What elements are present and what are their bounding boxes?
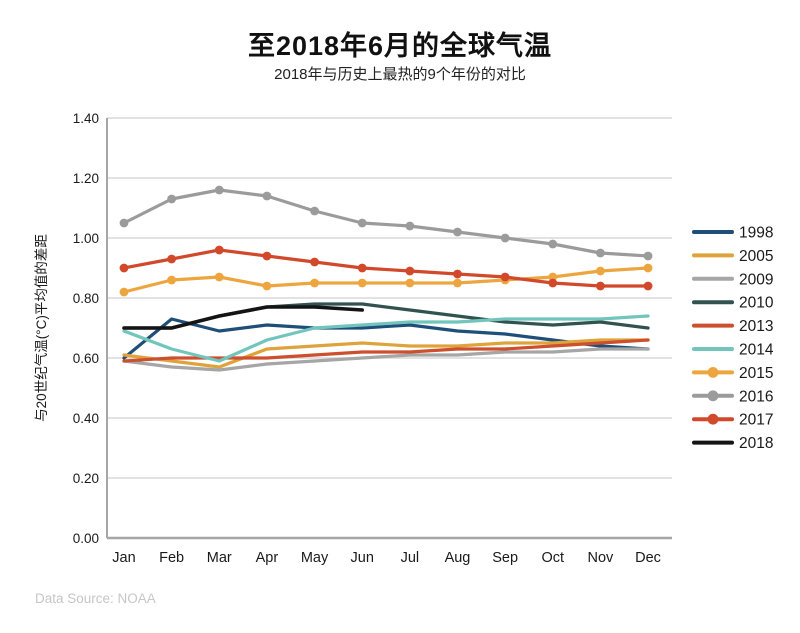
series-marker-2015 xyxy=(262,281,272,291)
series-line-2005 xyxy=(122,338,650,369)
series-marker-2017 xyxy=(405,266,415,276)
series-marker-2016 xyxy=(214,185,224,195)
series-marker-2016 xyxy=(310,206,319,216)
y-tick-label: 1.00 xyxy=(73,231,99,246)
series-line-2016 xyxy=(122,188,650,258)
series-line-2014 xyxy=(122,314,650,363)
series-marker-2015 xyxy=(214,272,224,282)
x-tick-label: Apr xyxy=(256,550,279,566)
series-marker-2016 xyxy=(500,233,510,243)
series-marker-2016 xyxy=(453,227,462,237)
x-tick-label: Feb xyxy=(159,550,184,566)
series-marker-2016 xyxy=(357,218,367,228)
x-tick-label: Jun xyxy=(351,550,374,566)
legend-label-2005: 2005 xyxy=(739,248,773,265)
legend-label-2014: 2014 xyxy=(739,342,774,359)
y-tick-label: 1.20 xyxy=(73,171,99,186)
series-marker-2017 xyxy=(167,254,177,264)
y-axis-title: 与20世纪气温(°C)平均值的差距 xyxy=(34,234,49,422)
series-marker-2017 xyxy=(119,263,129,273)
legend-label-2017: 2017 xyxy=(739,412,773,429)
series-marker-2017 xyxy=(596,281,605,291)
series-marker-2016 xyxy=(596,248,605,258)
x-tick-label: Dec xyxy=(635,550,661,566)
y-tick-label: 0.80 xyxy=(73,291,99,306)
series-marker-2016 xyxy=(167,194,177,204)
legend-label-2016: 2016 xyxy=(739,388,773,405)
x-tick-label: Jan xyxy=(112,550,135,566)
series-marker-2017 xyxy=(310,257,319,267)
series-line-2009 xyxy=(122,347,650,372)
series-marker-2017 xyxy=(357,263,367,273)
series-marker-2015 xyxy=(357,278,367,288)
legend-label-2018: 2018 xyxy=(739,435,773,452)
legend-swatch-marker-2016 xyxy=(707,390,719,402)
series-line-2017 xyxy=(122,248,650,288)
y-tick-label: 0.00 xyxy=(73,531,99,546)
legend-swatch-marker-2015 xyxy=(707,367,719,378)
data-source: Data Source: NOAA xyxy=(35,591,156,606)
x-tick-label: Jul xyxy=(401,550,420,566)
series-marker-2017 xyxy=(500,272,510,282)
series-marker-2015 xyxy=(453,278,462,288)
series-marker-2017 xyxy=(643,281,653,291)
legend-swatch-marker-2017 xyxy=(707,413,719,425)
legend-label-2010: 2010 xyxy=(739,295,774,312)
x-tick-label: Sep xyxy=(492,550,518,566)
series-marker-2017 xyxy=(453,269,462,279)
series-line-2018 xyxy=(122,305,365,330)
series-marker-2017 xyxy=(548,278,558,288)
legend-label-2009: 2009 xyxy=(739,271,773,288)
legend-label-2015: 2015 xyxy=(739,365,773,382)
series-marker-2015 xyxy=(310,278,319,288)
series-marker-2016 xyxy=(643,251,653,261)
x-tick-label: May xyxy=(301,550,329,566)
chart-title: 至2018年6月的全球气温 xyxy=(247,31,553,61)
series-marker-2015 xyxy=(405,278,415,288)
x-tick-label: Nov xyxy=(588,550,615,566)
y-tick-label: 0.40 xyxy=(73,411,99,426)
legend-label-2013: 2013 xyxy=(739,318,773,335)
series-line-2015 xyxy=(122,266,650,294)
series-marker-2015 xyxy=(643,263,653,273)
x-tick-label: Aug xyxy=(445,550,471,566)
series-marker-2016 xyxy=(262,191,272,201)
series-marker-2016 xyxy=(405,221,415,231)
series-marker-2016 xyxy=(548,239,558,249)
series-marker-2015 xyxy=(596,266,605,276)
x-tick-label: Mar xyxy=(207,550,232,566)
y-tick-label: 0.20 xyxy=(73,471,99,486)
y-tick-label: 1.40 xyxy=(73,111,99,126)
series-marker-2016 xyxy=(119,218,129,228)
legend-label-1998: 1998 xyxy=(739,225,773,242)
x-tick-label: Oct xyxy=(541,550,564,566)
series-marker-2015 xyxy=(167,275,177,285)
y-tick-label: 0.60 xyxy=(73,351,99,366)
chart-subtitle: 2018年与历史上最热的9个年份的对比 xyxy=(274,66,526,83)
series-marker-2015 xyxy=(119,287,129,297)
series-marker-2017 xyxy=(262,251,272,261)
series-marker-2017 xyxy=(214,245,224,255)
